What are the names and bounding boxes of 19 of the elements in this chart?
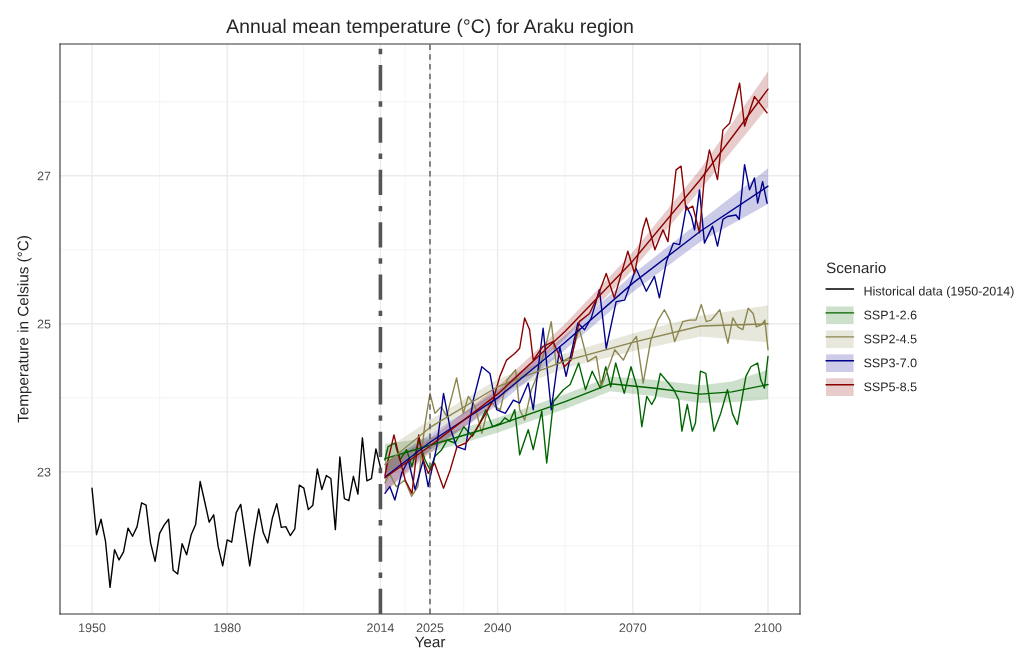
legend-label: SSP2-4.5 — [864, 334, 917, 344]
y-tick-label: 23 — [37, 467, 51, 477]
chart-title: Annual mean temperature (°C) for Araku region — [226, 18, 633, 37]
y-tick-label: 27 — [37, 171, 51, 181]
legend-label: SSP5-8.5 — [864, 382, 917, 392]
x-axis-title: Year — [414, 636, 446, 648]
x-tick-label: 2014 — [367, 623, 394, 633]
x-tick-label: 2040 — [484, 623, 512, 633]
x-tick-label: 2100 — [754, 623, 782, 633]
legend-label: SSP3-7.0 — [864, 358, 917, 368]
x-tick-label: 1980 — [214, 623, 241, 633]
y-axis-title: Temperature in Celsius (°C) — [17, 236, 32, 423]
legend-label: Historical data (1950-2014) — [864, 286, 1014, 298]
y-tick-label: 25 — [37, 319, 51, 329]
x-tick-label: 2025 — [416, 623, 444, 633]
legend-label: SSP1-2.6 — [864, 310, 917, 320]
x-tick-label: 1950 — [79, 623, 106, 633]
x-tick-label: 2070 — [619, 623, 647, 633]
legend-title: Scenario — [826, 262, 886, 274]
